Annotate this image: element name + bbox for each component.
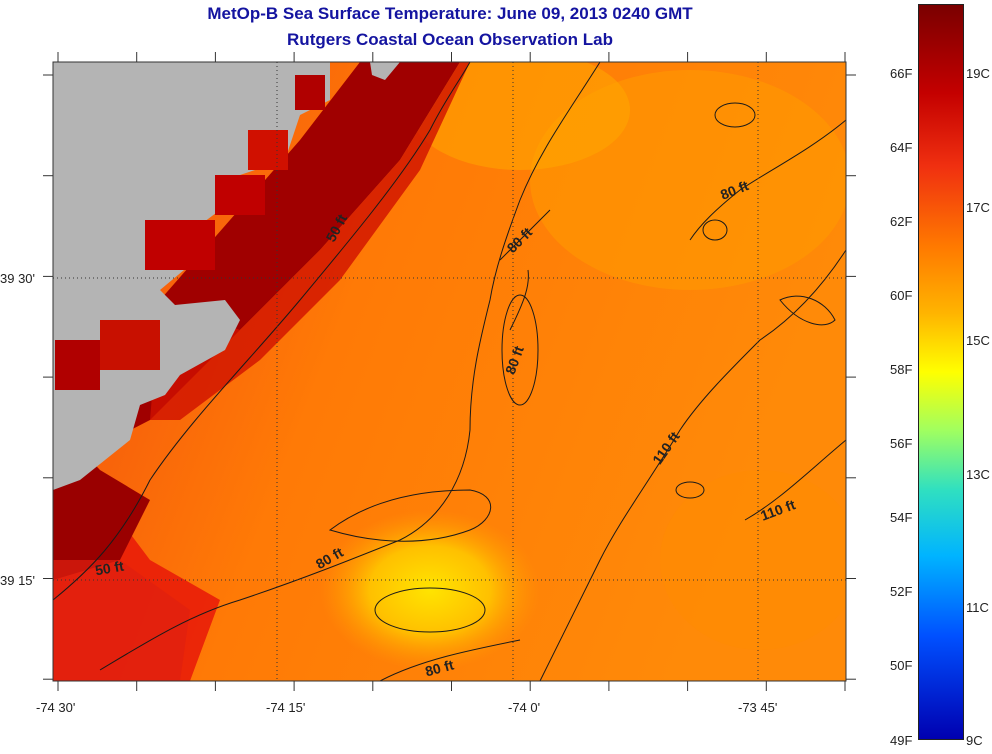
marsh-patch bbox=[145, 220, 215, 270]
colorbar-label-f: 49F bbox=[890, 733, 913, 748]
colorbar-label-c: 11C bbox=[966, 600, 989, 615]
colorbar-label-c: 19C bbox=[966, 66, 990, 81]
shoal-contour bbox=[779, 295, 836, 326]
chart-subtitle: Rutgers Coastal Ocean Observation Lab bbox=[287, 30, 613, 49]
marsh-patch bbox=[215, 175, 265, 215]
x-tick-label: -74 30' bbox=[36, 700, 76, 715]
contour-110ft bbox=[539, 249, 846, 681]
colorbar-label-c: 17C bbox=[966, 200, 990, 215]
graticule bbox=[53, 62, 846, 681]
land-area bbox=[53, 62, 330, 490]
colorbar-label-c: 13C bbox=[966, 467, 990, 482]
colorbar-label-f: 52F bbox=[890, 584, 913, 599]
colorbar-label-f: 56F bbox=[890, 436, 913, 451]
colorbar-label-f: 62F bbox=[890, 214, 913, 229]
colorbar-label-f: 60F bbox=[890, 288, 913, 303]
warm-patch bbox=[660, 470, 846, 650]
shoal-contour bbox=[501, 294, 539, 406]
y-tick-label: 39 30' bbox=[0, 271, 36, 286]
land-area bbox=[370, 62, 400, 80]
shoal-contour bbox=[714, 102, 756, 128]
colorbar-label-f: 66F bbox=[890, 66, 913, 81]
shoal-contour bbox=[374, 587, 486, 633]
shoal-contour bbox=[675, 481, 705, 499]
x-tick-label: -73 45' bbox=[738, 700, 778, 715]
marsh-patch bbox=[248, 130, 288, 170]
x-tick-label: -74 0' bbox=[508, 700, 541, 715]
contour-80ft-inner bbox=[499, 209, 551, 331]
depth-contours bbox=[53, 62, 846, 681]
contour-50ft bbox=[53, 62, 471, 601]
x-tick-label: -74 15' bbox=[266, 700, 306, 715]
marsh-patch bbox=[100, 320, 160, 370]
colorbar bbox=[918, 4, 964, 740]
shoal-contour bbox=[702, 219, 728, 241]
contour-80ft-south bbox=[379, 639, 521, 681]
colorbar-label-c: 15C bbox=[966, 333, 990, 348]
red-patch bbox=[53, 560, 190, 681]
contour-80ft-north bbox=[99, 62, 601, 671]
warm-patch bbox=[320, 510, 540, 670]
plot-frame bbox=[52, 61, 847, 682]
colorbar-label-f: 54F bbox=[890, 510, 913, 525]
colorbar-label-f: 58F bbox=[890, 362, 913, 377]
marsh-patch bbox=[295, 75, 325, 110]
colorbar-label-f: 50F bbox=[890, 658, 913, 673]
shoal-contour bbox=[328, 489, 492, 542]
contour-110ft-east bbox=[744, 439, 846, 521]
contour-80ft-east bbox=[689, 119, 846, 241]
axis-ticks bbox=[43, 52, 856, 691]
colorbar-label-f: 64F bbox=[890, 140, 913, 155]
marsh-patch bbox=[55, 340, 100, 390]
chart-title: MetOp-B Sea Surface Temperature: June 09… bbox=[207, 4, 693, 23]
sst-map: 50 ft 80 ft 80 ft 80 ft 110 ft 110 ft 80… bbox=[0, 52, 856, 715]
y-tick-label: 39 15' bbox=[0, 573, 36, 588]
warm-patch bbox=[410, 62, 630, 170]
colorbar-label-c: 9C bbox=[966, 733, 983, 748]
